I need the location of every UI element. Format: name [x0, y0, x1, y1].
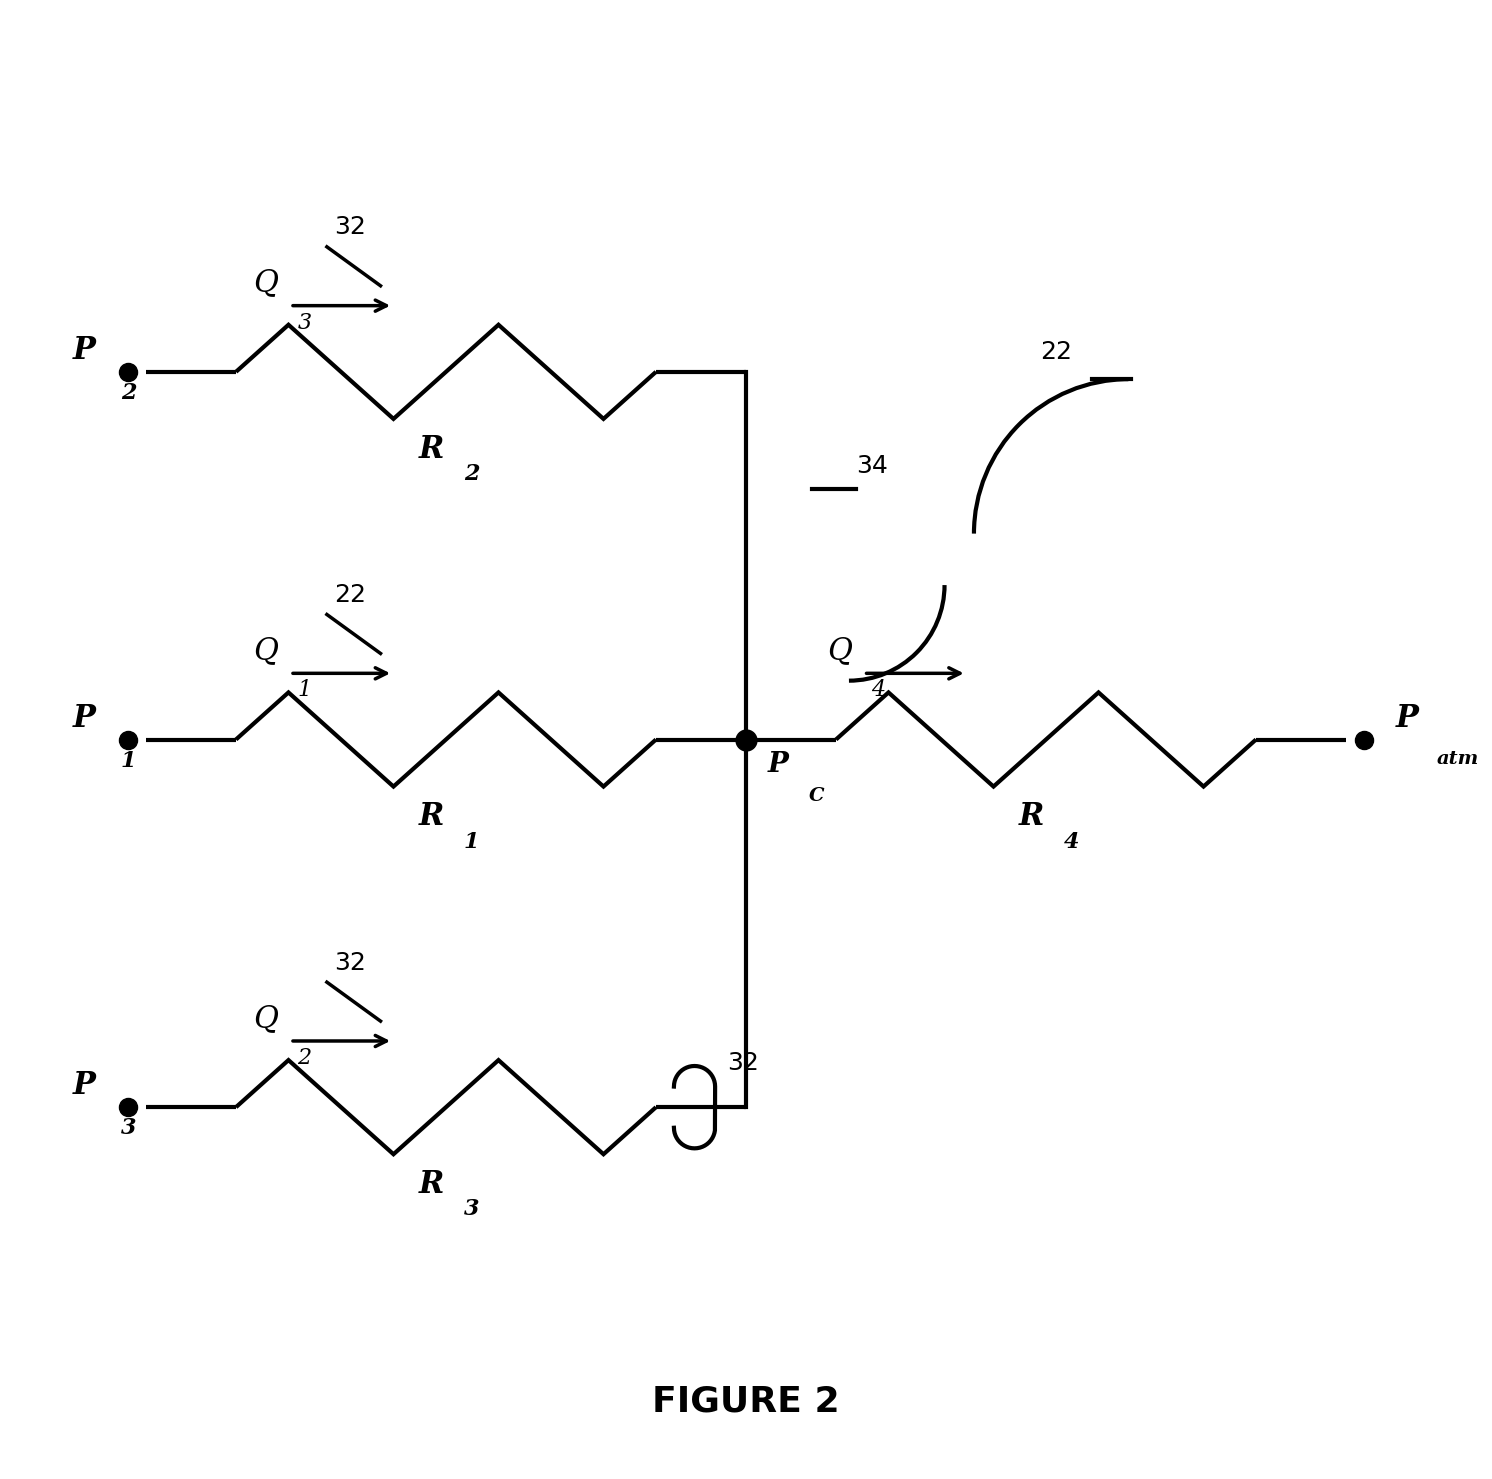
Text: 1: 1 [297, 679, 312, 701]
Text: 2: 2 [297, 1047, 312, 1069]
Text: 34: 34 [856, 454, 888, 478]
Text: Q: Q [254, 634, 279, 666]
Text: 32: 32 [334, 216, 366, 240]
Text: 1: 1 [464, 831, 479, 853]
Text: R: R [419, 802, 445, 833]
Text: P: P [768, 751, 789, 778]
Text: atm: atm [1437, 750, 1480, 768]
Text: P: P [73, 334, 95, 365]
Text: 22: 22 [334, 583, 366, 608]
Text: P: P [73, 1071, 95, 1102]
Text: C: C [809, 787, 825, 805]
Text: P: P [1397, 703, 1419, 734]
Text: R: R [419, 1168, 445, 1199]
Text: 2: 2 [464, 463, 479, 485]
Text: 32: 32 [727, 1050, 759, 1075]
Text: Q: Q [827, 634, 852, 666]
Text: R: R [419, 433, 445, 464]
Text: 4: 4 [1064, 831, 1079, 853]
Text: 2: 2 [121, 382, 136, 404]
Text: Q: Q [254, 268, 279, 299]
Text: 3: 3 [464, 1198, 479, 1220]
Text: FIGURE 2: FIGURE 2 [652, 1384, 840, 1418]
Text: 1: 1 [121, 750, 136, 772]
Text: Q: Q [254, 1003, 279, 1034]
Text: 4: 4 [871, 679, 885, 701]
Text: 3: 3 [121, 1118, 136, 1139]
Text: 32: 32 [334, 951, 366, 975]
Text: 22: 22 [1040, 340, 1073, 364]
Text: P: P [73, 703, 95, 734]
Text: 3: 3 [297, 312, 312, 334]
Text: R: R [1019, 802, 1044, 833]
